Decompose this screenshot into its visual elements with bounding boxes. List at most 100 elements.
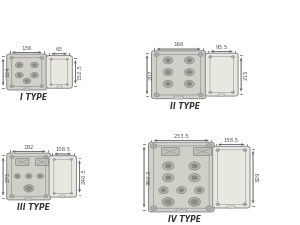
FancyBboxPatch shape: [194, 148, 211, 155]
Text: III TYPE: III TYPE: [16, 203, 50, 212]
Circle shape: [206, 144, 212, 148]
Circle shape: [14, 174, 20, 178]
Circle shape: [17, 63, 21, 67]
Circle shape: [10, 155, 14, 158]
Circle shape: [40, 85, 44, 88]
FancyBboxPatch shape: [148, 142, 214, 212]
Text: II TYPE: II TYPE: [170, 102, 200, 111]
Circle shape: [216, 203, 220, 206]
Text: 233.5: 233.5: [173, 134, 189, 139]
Circle shape: [150, 206, 157, 211]
FancyBboxPatch shape: [16, 158, 29, 166]
Circle shape: [179, 188, 184, 192]
FancyBboxPatch shape: [213, 146, 250, 208]
FancyBboxPatch shape: [12, 157, 46, 196]
Circle shape: [23, 78, 31, 84]
Circle shape: [31, 62, 38, 68]
Circle shape: [53, 158, 56, 160]
Circle shape: [17, 74, 21, 77]
Circle shape: [177, 187, 186, 193]
Circle shape: [50, 58, 52, 60]
Circle shape: [243, 203, 247, 206]
Circle shape: [70, 158, 73, 160]
Circle shape: [163, 162, 174, 170]
Circle shape: [187, 82, 192, 86]
Circle shape: [53, 192, 56, 194]
Circle shape: [10, 195, 14, 198]
Circle shape: [16, 72, 23, 78]
Text: 152.5: 152.5: [77, 64, 83, 80]
Bar: [24, 88, 30, 90]
Circle shape: [10, 85, 14, 88]
Circle shape: [231, 56, 235, 58]
Circle shape: [44, 195, 48, 198]
Circle shape: [40, 56, 44, 59]
Circle shape: [159, 187, 168, 193]
Circle shape: [163, 80, 173, 87]
Circle shape: [196, 188, 202, 192]
Circle shape: [44, 155, 48, 158]
Circle shape: [184, 69, 194, 76]
Text: 240.5: 240.5: [82, 169, 87, 184]
Circle shape: [194, 187, 204, 193]
Circle shape: [184, 80, 194, 87]
Circle shape: [25, 79, 29, 82]
Circle shape: [161, 188, 166, 192]
Circle shape: [31, 72, 38, 78]
Circle shape: [66, 58, 68, 60]
FancyBboxPatch shape: [152, 51, 206, 99]
Circle shape: [243, 149, 247, 151]
FancyBboxPatch shape: [154, 146, 209, 208]
Circle shape: [191, 164, 198, 168]
Bar: [174, 97, 183, 99]
Bar: [176, 210, 187, 212]
FancyBboxPatch shape: [157, 54, 201, 95]
Text: 215: 215: [243, 69, 248, 80]
Circle shape: [66, 84, 68, 86]
Bar: [25, 198, 32, 200]
FancyBboxPatch shape: [205, 53, 238, 96]
Bar: [60, 195, 65, 197]
Circle shape: [165, 199, 172, 205]
Text: 63: 63: [56, 47, 63, 52]
Text: 93.5: 93.5: [215, 45, 228, 50]
Bar: [218, 94, 225, 96]
Circle shape: [26, 174, 32, 178]
Circle shape: [38, 175, 42, 177]
Circle shape: [154, 93, 159, 97]
Text: 104: 104: [5, 67, 10, 77]
FancyBboxPatch shape: [46, 56, 72, 88]
Circle shape: [187, 70, 192, 74]
Circle shape: [191, 176, 198, 180]
Circle shape: [162, 198, 174, 206]
FancyBboxPatch shape: [7, 54, 47, 90]
Text: 182: 182: [23, 145, 34, 150]
Circle shape: [16, 62, 23, 68]
Circle shape: [10, 56, 14, 59]
Circle shape: [32, 74, 37, 77]
Circle shape: [184, 57, 194, 64]
Circle shape: [209, 91, 212, 94]
Text: 329: 329: [255, 172, 260, 182]
Circle shape: [163, 57, 173, 64]
Circle shape: [188, 198, 200, 206]
Circle shape: [198, 93, 203, 97]
Text: IV TYPE: IV TYPE: [168, 214, 201, 223]
Circle shape: [24, 185, 34, 192]
Circle shape: [150, 144, 157, 148]
Text: 360.5: 360.5: [146, 169, 151, 185]
Circle shape: [163, 173, 174, 182]
Text: 158.5: 158.5: [224, 138, 239, 143]
Bar: [57, 86, 62, 88]
Text: 136: 136: [22, 45, 32, 51]
Text: I TYPE: I TYPE: [20, 93, 47, 102]
Circle shape: [191, 199, 198, 205]
Bar: [227, 206, 235, 208]
Circle shape: [27, 175, 31, 177]
Circle shape: [50, 84, 52, 86]
Text: 207: 207: [149, 70, 154, 80]
FancyBboxPatch shape: [12, 58, 42, 86]
Circle shape: [154, 53, 159, 56]
Circle shape: [206, 206, 212, 211]
Circle shape: [165, 82, 171, 86]
